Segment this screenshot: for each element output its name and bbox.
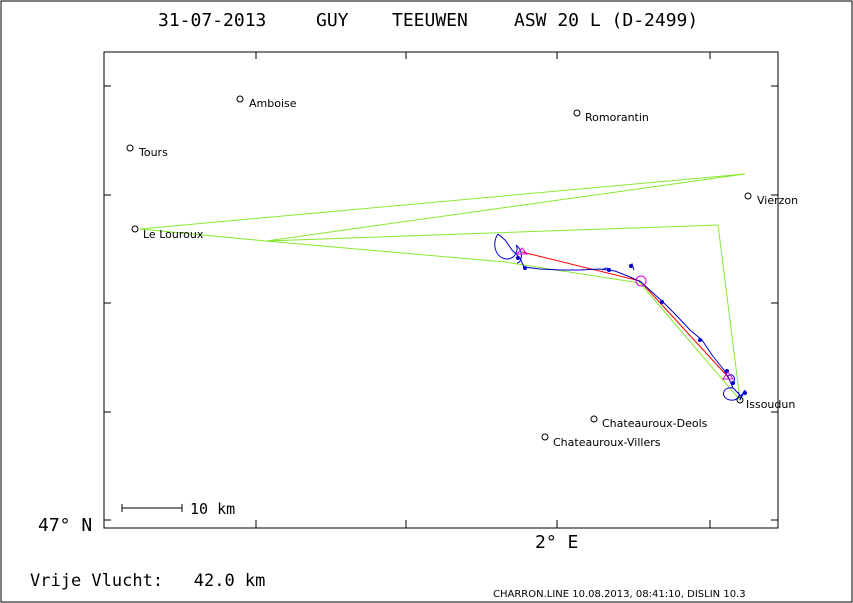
scale-bar-label: 10 km	[190, 500, 235, 518]
plot-frame	[103, 51, 779, 529]
place-romorantin: Romorantin	[573, 109, 649, 124]
axis-ticks	[104, 52, 778, 528]
place-issoudun: Issoudun	[736, 396, 795, 411]
flight-date: 31-07-2013	[158, 10, 266, 31]
free-flight-distance: Vrije Vlucht: 42.0 km	[30, 571, 265, 591]
turnpoint-markers	[515, 247, 734, 380]
place-label: Chateauroux-Villers	[553, 436, 661, 449]
pilot-last-name: TEEUWEN	[392, 10, 468, 31]
pilot-first-name: GUY	[316, 10, 349, 31]
place-label: Tours	[138, 146, 168, 159]
place-le-louroux: Le Louroux	[131, 225, 204, 241]
place-chateauroux-deols: Chateauroux-Deols	[590, 415, 708, 430]
place-chateauroux-villers: Chateauroux-Villers	[541, 433, 661, 449]
place-vierzon: Vierzon	[744, 192, 798, 207]
turnpoint-3	[722, 371, 734, 380]
place-label: Romorantin	[585, 111, 649, 124]
place-label: Le Louroux	[143, 228, 204, 241]
turnpoint-2	[635, 275, 647, 287]
place-label: Amboise	[249, 97, 297, 110]
place-label: Issoudun	[746, 398, 795, 411]
glider-type: ASW 20 L (D-2499)	[514, 10, 698, 31]
latitude-label: 47° N	[38, 515, 92, 536]
gps-track	[494, 233, 746, 401]
longitude-label: 2° E	[535, 532, 578, 553]
scale-bar	[121, 504, 183, 512]
credit-line: CHARRON.LINE 10.08.2013, 08:41:10, DISLI…	[493, 589, 746, 600]
task-route	[139, 173, 746, 402]
free-flight-line	[521, 251, 730, 379]
turnpoint-1	[515, 247, 529, 255]
track-markers	[516, 256, 747, 395]
place-label: Vierzon	[757, 194, 798, 207]
place-tours: Tours	[126, 144, 168, 159]
place-amboise: Amboise	[236, 95, 297, 110]
place-label: Chateauroux-Deols	[602, 417, 708, 430]
